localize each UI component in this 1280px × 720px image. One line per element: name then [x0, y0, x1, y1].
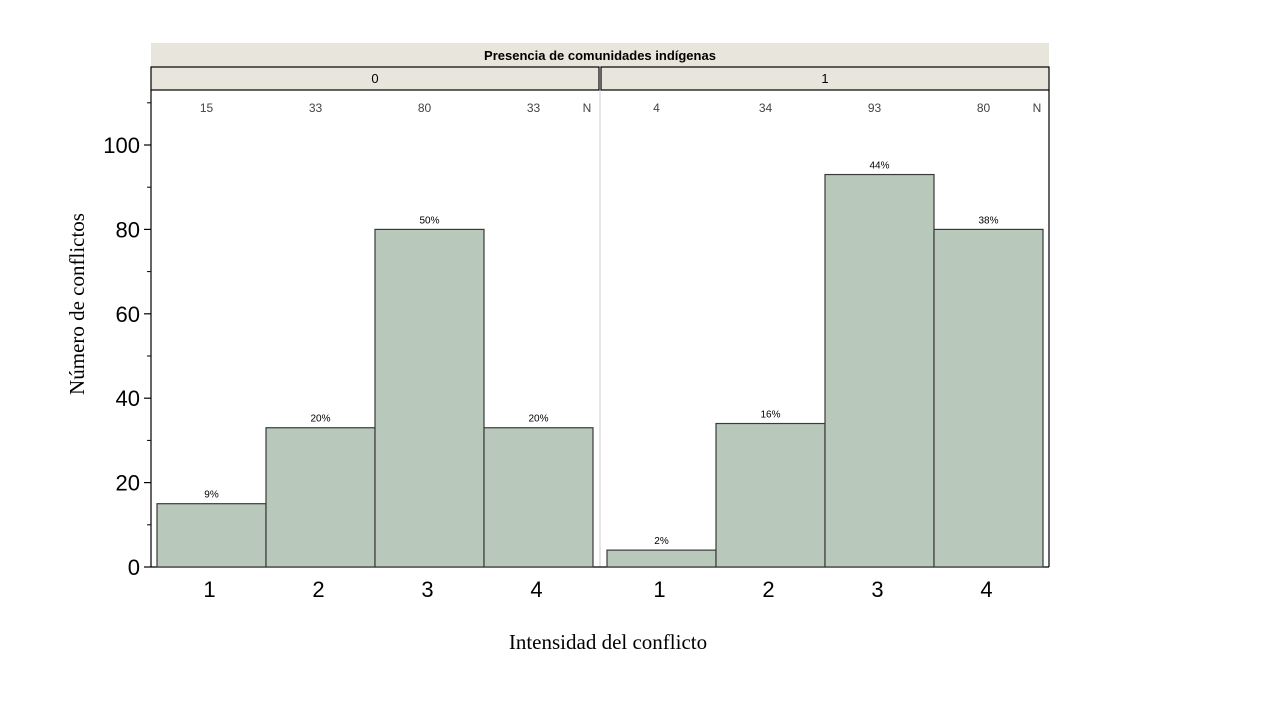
n-count-label: 4 [653, 101, 660, 115]
bar-panel-1-cat-2 [715, 422, 826, 568]
x-tick-label: 2 [762, 577, 774, 602]
y-axis-title: Número de conflictos [65, 213, 89, 395]
x-axis-title: Intensidad del conflicto [509, 630, 707, 654]
bar-percent-label: 9% [204, 490, 219, 501]
y-axis-ticks: 0 20 40 60 80 100 [103, 102, 151, 580]
x-tick-label: 4 [530, 577, 542, 602]
labels-group: 9% 15 1 20% 33 2 50% 80 3 20% 33 4 2% 4 1 16% 34 2 44% 93 3 3… [200, 101, 999, 602]
bar-percent-label: 20% [310, 414, 330, 425]
panel-0-header [150, 66, 600, 91]
n-count-label: 33 [309, 101, 323, 115]
bar-percent-label: 50% [419, 215, 439, 226]
n-count-label: 80 [418, 101, 432, 115]
y-tick-label: 0 [128, 555, 140, 580]
panel-1-header [600, 66, 1050, 91]
chart-title: Presencia de comunidades indígenas [484, 48, 716, 63]
y-tick-label: 80 [116, 217, 140, 242]
bar-percent-label: 2% [654, 536, 669, 547]
bar-panel-0-cat-1 [156, 503, 267, 568]
bar-percent-label: 20% [528, 414, 548, 425]
x-tick-label: 3 [421, 577, 433, 602]
n-count-label: 33 [527, 101, 541, 115]
n-count-label: 80 [977, 101, 991, 115]
bar-panel-0-cat-2 [265, 427, 376, 568]
panel-1-n-marker: N [1033, 101, 1042, 115]
bars-group [156, 173, 1044, 568]
y-tick-label: 40 [116, 386, 140, 411]
bar-percent-label: 16% [760, 410, 780, 421]
bar-panel-1-cat-1 [606, 549, 717, 568]
facet-header-strip [151, 43, 1049, 67]
x-tick-label: 2 [312, 577, 324, 602]
n-count-label: 93 [868, 101, 882, 115]
y-tick-label: 20 [116, 471, 140, 496]
bar-panel-1-cat-4 [933, 228, 1044, 568]
panel-0-n-marker: N [583, 101, 592, 115]
x-tick-label: 1 [203, 577, 215, 602]
bar-percent-label: 44% [869, 161, 889, 172]
y-tick-label: 60 [116, 302, 140, 327]
x-tick-label: 3 [871, 577, 883, 602]
panel-0-label: 0 [371, 71, 378, 86]
x-tick-label: 1 [653, 577, 665, 602]
y-tick-label: 100 [103, 133, 140, 158]
bar-percent-label: 38% [978, 215, 998, 226]
x-tick-label: 4 [980, 577, 992, 602]
n-count-label: 34 [759, 101, 773, 115]
n-count-label: 15 [200, 101, 214, 115]
bar-panel-1-cat-3 [824, 173, 935, 568]
bar-panel-0-cat-3 [374, 228, 485, 568]
panel-1-label: 1 [821, 71, 828, 86]
bar-panel-0-cat-4 [483, 427, 594, 568]
